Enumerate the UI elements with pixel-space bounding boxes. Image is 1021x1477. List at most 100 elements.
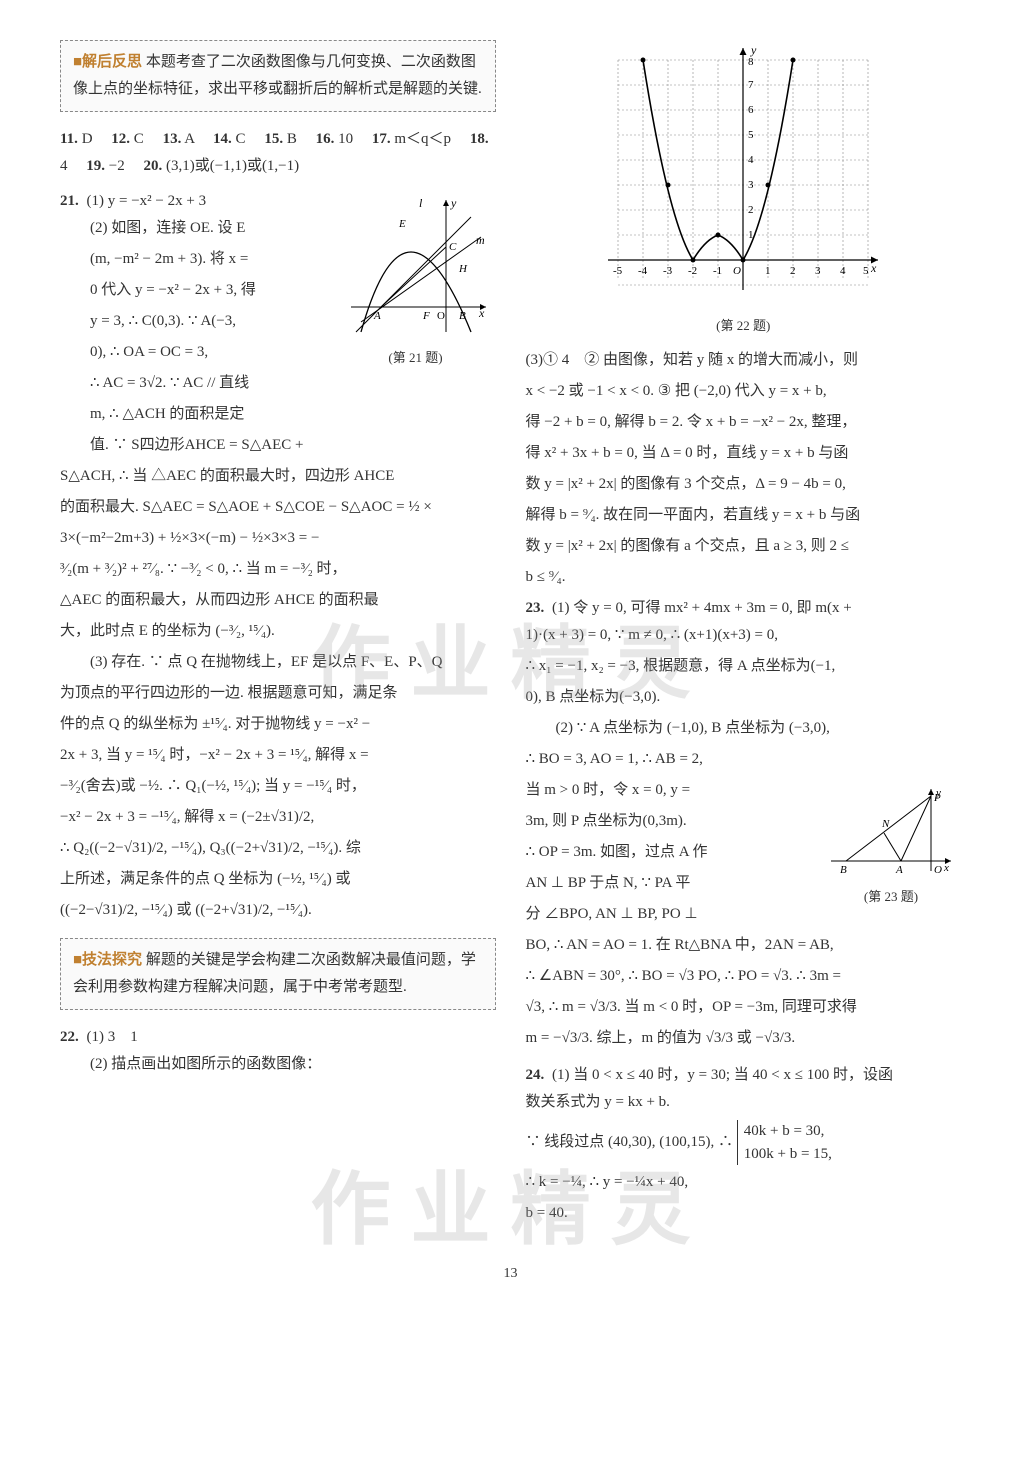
ans-17-n: 17.	[372, 131, 391, 147]
q21-p2c-l2: 3×(−m²−2m+3) + ½×3×(−m) − ½×3×3 = −	[60, 525, 496, 552]
q21-p3-l8: ((−2−√31)/2, −¹⁵⁄₄) 或 ((−2+√31)/2, −¹⁵⁄₄…	[60, 897, 496, 924]
ans-19-n: 19.	[86, 158, 105, 174]
q24-p1c-l0: ∵ 线段过点 (40,30), (100,15), ∴	[526, 1134, 733, 1150]
q23-p2c-l3: m = −√3/3. 综上，m 的值为 √3/3 或 −√3/3.	[526, 1025, 962, 1052]
svg-text:l: l	[419, 196, 423, 210]
svg-text:B: B	[840, 864, 847, 876]
figure-22: x y O -5-4 -3-2 -11 23 45 12 34 56 78 (第…	[526, 40, 962, 337]
svg-text:m: m	[476, 233, 485, 247]
svg-text:2: 2	[790, 265, 796, 277]
q24-case-1: 40k + b = 30,	[744, 1120, 832, 1143]
ans-13-v: A	[184, 131, 194, 147]
ans-15-n: 15.	[264, 131, 283, 147]
svg-text:B: B	[459, 310, 466, 322]
figure-23: x y P N B A O (第 23 题)	[821, 781, 961, 908]
q21-p3-l6: ∴ Q₂((−2−√31)/2, −¹⁵⁄₄), Q₃((−2+√31)/2, …	[60, 835, 496, 862]
problem-21: 21. (1) y = −x² − 2x + 3 x y l m O A	[60, 188, 496, 924]
ans-12-n: 12.	[111, 131, 130, 147]
ans-13-n: 13.	[163, 131, 182, 147]
svg-text:O: O	[437, 310, 445, 322]
q21-p2c-l3: ³⁄₂(m + ³⁄₂)² + ²⁷⁄₈. ∵ −³⁄₂ < 0, ∴ 当 m …	[60, 556, 496, 583]
q24-number: 24.	[526, 1067, 545, 1083]
q24-case-2: 100k + b = 15,	[744, 1143, 832, 1166]
q22-p3-l6: 数 y = |x² + 2x| 的图像有 a 个交点，且 a ≥ 3, 则 2 …	[526, 533, 962, 560]
q22-part2: (2) 描点画出如图所示的函数图像：	[60, 1051, 496, 1078]
svg-text:6: 6	[748, 104, 754, 116]
fig21-svg: x y l m O A B C E F H	[341, 192, 491, 342]
q24-cases-row: ∵ 线段过点 (40,30), (100,15), ∴ 40k + b = 30…	[526, 1120, 962, 1165]
svg-text:7: 7	[748, 79, 754, 91]
svg-text:O: O	[934, 864, 942, 876]
svg-text:x: x	[943, 862, 949, 874]
q23-p2c-l0: BO, ∴ AN = AO = 1. 在 Rt△BNA 中，2AN = AB,	[526, 932, 962, 959]
q22-p3-l4: 数 y = |x² + 2x| 的图像有 3 个交点，Δ = 9 − 4b = …	[526, 471, 962, 498]
svg-text:O: O	[733, 265, 741, 277]
ans-19-v: −2	[109, 158, 125, 174]
fig22-svg: x y O -5-4 -3-2 -11 23 45 12 34 56 78	[603, 40, 883, 300]
q22-p3-l5: 解得 b = ⁹⁄₄. 故在同一平面内，若直线 y = x + b 与函	[526, 502, 962, 529]
svg-text:3: 3	[815, 265, 821, 277]
short-answers-block: 11. D 12. C 13. A 14. C 15. B 16. 10 17.…	[60, 126, 496, 180]
svg-text:4: 4	[840, 265, 846, 277]
q24-p1e-l1: b = 40.	[526, 1200, 962, 1227]
svg-text:H: H	[458, 263, 468, 275]
reflection-label: ■解后反思	[73, 54, 142, 70]
problem-22-intro: 22. (1) 3 1 (2) 描点画出如图所示的函数图像：	[60, 1024, 496, 1078]
svg-text:P: P	[933, 792, 941, 804]
fig22-caption: (第 22 题)	[526, 314, 962, 337]
svg-text:-4: -4	[638, 265, 648, 277]
svg-text:C: C	[449, 241, 457, 253]
ans-12-v: C	[134, 131, 144, 147]
q24-p1-l0: (1) 当 0 < x ≤ 40 时，y = 30; 当 40 < x ≤ 10…	[552, 1067, 893, 1083]
q23-p1-l1: 1)·(x + 3) = 0, ∵ m ≠ 0, ∴ (x+1)(x+3) = …	[526, 622, 962, 649]
problem-24: 24. (1) 当 0 < x ≤ 40 时，y = 30; 当 40 < x …	[526, 1062, 962, 1227]
figure-21: x y l m O A B C E F H (第 21 题)	[336, 192, 496, 369]
problem-23: 23. (1) 令 y = 0, 可得 mx² + 4mx + 3m = 0, …	[526, 595, 962, 1052]
svg-text:-5: -5	[613, 265, 623, 277]
svg-text:-3: -3	[663, 265, 673, 277]
ans-15-v: B	[287, 131, 297, 147]
svg-text:5: 5	[863, 265, 869, 277]
ans-11-n: 11.	[60, 131, 78, 147]
q23-number: 23.	[526, 600, 545, 616]
q21-p2-l6: m, ∴ △ACH 的面积是定	[60, 401, 496, 428]
q22-p3-l2: 得 −2 + b = 0, 解得 b = 2. 令 x + b = −x² − …	[526, 409, 962, 436]
q22-number: 22.	[60, 1029, 79, 1045]
ans-20-n: 20.	[144, 158, 163, 174]
svg-text:-2: -2	[688, 265, 697, 277]
q22-p3-l3: 得 x² + 3x + b = 0, 当 Δ = 0 时，直线 y = x + …	[526, 440, 962, 467]
q21-p3-l3: 2x + 3, 当 y = ¹⁵⁄₄ 时，−x² − 2x + 3 = ¹⁵⁄₄…	[60, 742, 496, 769]
ans-18-n: 18.	[470, 131, 489, 147]
svg-text:x: x	[870, 261, 877, 275]
q23-p2-l0: (2) ∵ A 点坐标为 (−1,0), B 点坐标为 (−3,0),	[526, 715, 962, 742]
q23-p1-l2: ∴ x₁ = −1, x₂ = −3, 根据题意，得 A 点坐标为(−1,	[526, 653, 962, 680]
q21-p2c-l5: 大，此时点 E 的坐标为 (−³⁄₂, ¹⁵⁄₄).	[60, 618, 496, 645]
page-number: 13	[60, 1261, 961, 1286]
q21-p2c-l0: S△ACH, ∴ 当 △AEC 的面积最大时，四边形 AHCE	[60, 463, 496, 490]
q21-p3-l7: 上所述，满足条件的点 Q 坐标为 (−½, ¹⁵⁄₄) 或	[60, 866, 496, 893]
ans-16-v: 10	[338, 131, 353, 147]
q21-p2-l7: 值. ∵ S四边形AHCE = S△AEC +	[60, 432, 496, 459]
svg-text:x: x	[478, 306, 485, 320]
q22-p3-l1: x < −2 或 −1 < x < 0. ③ 把 (−2,0) 代入 y = x…	[526, 378, 962, 405]
svg-text:y: y	[450, 196, 457, 210]
q21-p3-l5: −x² − 2x + 3 = −¹⁵⁄₄, 解得 x = (−2±√31)/2,	[60, 804, 496, 831]
q21-p3-l4: −³⁄₂(舍去)或 −½. ∴ Q₁(−½, ¹⁵⁄₄); 当 y = −¹⁵⁄…	[60, 773, 496, 800]
q23-p2c-l2: √3, ∴ m = √3/3. 当 m < 0 时，OP = −3m, 同理可求…	[526, 994, 962, 1021]
q21-p2c-l4: △AEC 的面积最大，从而四边形 AHCE 的面积最	[60, 587, 496, 614]
q22-p3-l7: b ≤ ⁹⁄₄.	[526, 564, 962, 591]
q24-p1-l1: 数关系式为 y = kx + b.	[526, 1089, 962, 1116]
svg-text:5: 5	[748, 129, 754, 141]
q22-part1: (1) 3 1	[87, 1029, 138, 1045]
right-column: x y O -5-4 -3-2 -11 23 45 12 34 56 78 (第…	[526, 40, 962, 1237]
q21-p3-l0: (3) 存在. ∵ 点 Q 在抛物线上，EF 是以点 F、E、P、Q	[60, 649, 496, 676]
svg-text:A: A	[373, 310, 381, 322]
q21-p3-l1: 为顶点的平行四边形的一边. 根据题意可知，满足条	[60, 680, 496, 707]
q24-p1e-l0: ∴ k = −¼, ∴ y = −¼x + 40,	[526, 1169, 962, 1196]
fig21-caption: (第 21 题)	[336, 346, 496, 369]
left-column: ■解后反思 本题考查了二次函数图像与几何变换、二次函数图像上点的坐标特征，求出平…	[60, 40, 496, 1237]
ans-11-v: D	[82, 131, 93, 147]
q21-part1: (1) y = −x² − 2x + 3	[87, 193, 207, 209]
svg-text:4: 4	[748, 154, 754, 166]
svg-text:E: E	[398, 218, 406, 230]
